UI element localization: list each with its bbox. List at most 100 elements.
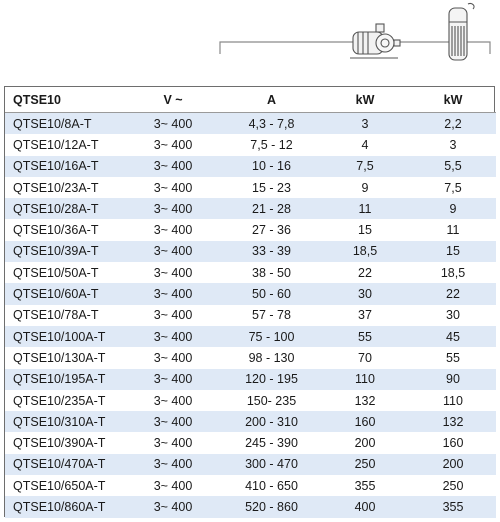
voltage-cell: 3~ 400	[123, 389, 223, 412]
power-submersible-cell: 355	[410, 496, 496, 518]
power-surface-cell: 9	[320, 176, 410, 199]
current-cell: 15 - 23	[223, 176, 320, 199]
power-submersible-cell: 55	[410, 347, 496, 369]
table-row: QTSE10/8A-T 3~ 400 4,3 - 7,8 3 2,2	[5, 112, 496, 135]
power-surface-cell: 132	[320, 389, 410, 412]
table-row: QTSE10/28A-T 3~ 400 21 - 28 11 9	[5, 198, 496, 220]
voltage-cell: 3~ 400	[123, 347, 223, 369]
model-cell: QTSE10/78A-T	[5, 304, 123, 326]
table-header-row: QTSE10 V ~ A kW kW	[5, 87, 496, 113]
model-cell: QTSE10/12A-T	[5, 134, 123, 156]
table-row: QTSE10/390A-T 3~ 400 245 - 390 200 160	[5, 432, 496, 454]
model-cell: QTSE10/470A-T	[5, 453, 123, 476]
power-submersible-cell: 9	[410, 198, 496, 220]
voltage-cell: 3~ 400	[123, 219, 223, 241]
table-row: QTSE10/860A-T 3~ 400 520 - 860 400 355	[5, 496, 496, 518]
model-cell: QTSE10/28A-T	[5, 198, 123, 220]
table-row: QTSE10/12A-T 3~ 400 7,5 - 12 4 3	[5, 134, 496, 156]
power-surface-cell: 37	[320, 304, 410, 326]
voltage-cell: 3~ 400	[123, 432, 223, 454]
table-row: QTSE10/650A-T 3~ 400 410 - 650 355 250	[5, 475, 496, 497]
current-cell: 200 - 310	[223, 411, 320, 433]
motor-spec-table-frame: QTSE10 V ~ A kW kW QTSE10/8A-T 3~ 400 4,3 …	[4, 86, 496, 518]
power-surface-cell: 4	[320, 134, 410, 156]
model-cell: QTSE10/50A-T	[5, 262, 123, 284]
voltage-cell: 3~ 400	[123, 112, 223, 135]
power-submersible-cell: 18,5	[410, 262, 496, 284]
model-cell: QTSE10/195A-T	[5, 368, 123, 390]
power-surface-cell: 15	[320, 219, 410, 241]
power-submersible-cell: 15	[410, 240, 496, 263]
current-cell: 10 - 16	[223, 155, 320, 177]
current-cell: 38 - 50	[223, 262, 320, 284]
motor-spec-table: QTSE10 V ~ A kW kW QTSE10/8A-T 3~ 400 4,3 …	[5, 87, 496, 518]
model-cell: QTSE10/310A-T	[5, 411, 123, 433]
power-surface-cell: 7,5	[320, 155, 410, 177]
power-surface-cell: 70	[320, 347, 410, 369]
current-cell: 520 - 860	[223, 496, 320, 518]
power-surface-cell: 3	[320, 112, 410, 135]
voltage-cell: 3~ 400	[123, 496, 223, 518]
table-row: QTSE10/310A-T 3~ 400 200 - 310 160 132	[5, 411, 496, 433]
current-cell: 27 - 36	[223, 219, 320, 241]
power-submersible-cell: 110	[410, 389, 496, 412]
power-submersible-cell: 11	[410, 219, 496, 241]
model-cell: QTSE10/860A-T	[5, 496, 123, 518]
model-cell: QTSE10/650A-T	[5, 475, 123, 497]
current-cell: 150- 235	[223, 389, 320, 412]
power-surface-cell: 355	[320, 475, 410, 497]
voltage-cell: 3~ 400	[123, 262, 223, 284]
power-submersible-cell: 200	[410, 453, 496, 476]
model-cell: QTSE10/8A-T	[5, 112, 123, 135]
voltage-cell: 3~ 400	[123, 155, 223, 177]
power-submersible-cell: 2,2	[410, 112, 496, 135]
power-surface-cell: 18,5	[320, 240, 410, 263]
current-cell: 7,5 - 12	[223, 134, 320, 156]
current-cell: 75 - 100	[223, 325, 320, 348]
table-row: QTSE10/60A-T 3~ 400 50 - 60 30 22	[5, 283, 496, 305]
model-cell: QTSE10/100A-T	[5, 325, 123, 348]
column-header-power-submersible: kW	[410, 87, 496, 113]
power-submersible-cell: 22	[410, 283, 496, 305]
current-cell: 245 - 390	[223, 432, 320, 454]
power-surface-cell: 250	[320, 453, 410, 476]
voltage-cell: 3~ 400	[123, 304, 223, 326]
model-cell: QTSE10/130A-T	[5, 347, 123, 369]
power-surface-cell: 11	[320, 198, 410, 220]
current-cell: 4,3 - 7,8	[223, 112, 320, 135]
voltage-cell: 3~ 400	[123, 325, 223, 348]
model-cell: QTSE10/36A-T	[5, 219, 123, 241]
current-cell: 98 - 130	[223, 347, 320, 369]
submersible-pump-icon	[448, 2, 475, 61]
power-submersible-cell: 30	[410, 304, 496, 326]
power-submersible-cell: 7,5	[410, 176, 496, 199]
model-cell: QTSE10/23A-T	[5, 176, 123, 199]
power-submersible-cell: 250	[410, 475, 496, 497]
table-row: QTSE10/195A-T 3~ 400 120 - 195 110 90	[5, 368, 496, 390]
current-cell: 57 - 78	[223, 304, 320, 326]
power-surface-cell: 22	[320, 262, 410, 284]
voltage-cell: 3~ 400	[123, 176, 223, 199]
model-cell: QTSE10/390A-T	[5, 432, 123, 454]
voltage-cell: 3~ 400	[123, 475, 223, 497]
power-submersible-cell: 90	[410, 368, 496, 390]
table-row: QTSE10/50A-T 3~ 400 38 - 50 22 18,5	[5, 262, 496, 284]
current-cell: 300 - 470	[223, 453, 320, 476]
current-cell: 120 - 195	[223, 368, 320, 390]
model-cell: QTSE10/235A-T	[5, 389, 123, 412]
surface-pump-icon	[350, 23, 401, 59]
current-cell: 33 - 39	[223, 240, 320, 263]
voltage-cell: 3~ 400	[123, 134, 223, 156]
voltage-cell: 3~ 400	[123, 368, 223, 390]
column-header-current: A	[223, 87, 320, 113]
table-row: QTSE10/16A-T 3~ 400 10 - 16 7,5 5,5	[5, 155, 496, 177]
table-row: QTSE10/36A-T 3~ 400 27 - 36 15 11	[5, 219, 496, 241]
power-surface-cell: 200	[320, 432, 410, 454]
table-row: QTSE10/78A-T 3~ 400 57 - 78 37 30	[5, 304, 496, 326]
header-illustration	[219, 2, 491, 61]
power-submersible-cell: 132	[410, 411, 496, 433]
power-submersible-cell: 3	[410, 134, 496, 156]
current-cell: 410 - 650	[223, 475, 320, 497]
current-cell: 50 - 60	[223, 283, 320, 305]
power-surface-cell: 55	[320, 325, 410, 348]
